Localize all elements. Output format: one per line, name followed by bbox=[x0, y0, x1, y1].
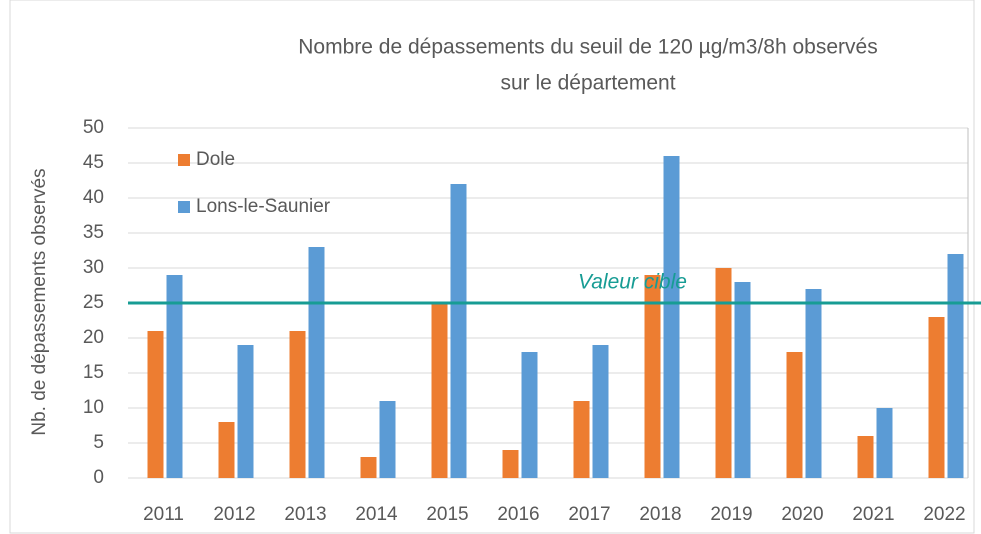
bar bbox=[592, 345, 609, 478]
bar bbox=[360, 457, 377, 478]
bar bbox=[147, 331, 164, 478]
bar bbox=[734, 282, 751, 478]
legend-swatch bbox=[178, 154, 190, 166]
x-tick-label: 2020 bbox=[781, 504, 823, 525]
chart-title: Nombre de dépassements du seuil de 120 µ… bbox=[298, 36, 877, 59]
legend-label: Lons-le-Saunier bbox=[196, 196, 331, 217]
x-tick-label: 2013 bbox=[284, 504, 326, 525]
bar bbox=[308, 247, 325, 478]
chart-title: sur le département bbox=[500, 72, 675, 95]
bar bbox=[947, 254, 964, 478]
bar bbox=[166, 275, 183, 478]
y-tick-label: 5 bbox=[93, 432, 104, 453]
bar bbox=[876, 408, 893, 478]
bar bbox=[786, 352, 803, 478]
bar bbox=[715, 268, 732, 478]
y-tick-label: 20 bbox=[83, 327, 104, 348]
bar bbox=[431, 303, 448, 478]
reference-label: Valeur cible bbox=[578, 271, 687, 294]
y-tick-label: 0 bbox=[93, 467, 104, 488]
x-tick-label: 2021 bbox=[852, 504, 894, 525]
bar bbox=[663, 156, 680, 478]
bar bbox=[521, 352, 538, 478]
y-tick-label: 25 bbox=[83, 292, 104, 313]
bar bbox=[928, 317, 945, 478]
bar bbox=[218, 422, 235, 478]
y-axis-title: Nb. de dépassements observés bbox=[29, 168, 50, 435]
bar bbox=[379, 401, 396, 478]
bar bbox=[857, 436, 874, 478]
y-tick-label: 10 bbox=[83, 397, 104, 418]
y-tick-label: 35 bbox=[83, 222, 104, 243]
x-tick-label: 2017 bbox=[568, 504, 610, 525]
bar bbox=[289, 331, 306, 478]
y-tick-label: 40 bbox=[83, 187, 104, 208]
x-tick-label: 2014 bbox=[355, 504, 398, 525]
bar bbox=[237, 345, 254, 478]
y-tick-label: 30 bbox=[83, 257, 104, 278]
x-tick-label: 2011 bbox=[143, 504, 184, 525]
x-tick-label: 2015 bbox=[426, 504, 468, 525]
y-tick-label: 15 bbox=[83, 362, 104, 383]
x-tick-label: 2018 bbox=[639, 504, 681, 525]
legend-swatch bbox=[178, 201, 190, 213]
bar bbox=[502, 450, 519, 478]
x-tick-label: 2016 bbox=[497, 504, 539, 525]
legend-label: Dole bbox=[196, 149, 235, 170]
y-tick-label: 50 bbox=[83, 117, 104, 138]
bar bbox=[573, 401, 590, 478]
y-tick-label: 45 bbox=[83, 152, 104, 173]
bar bbox=[644, 275, 661, 478]
x-tick-label: 2012 bbox=[213, 504, 255, 525]
bar bbox=[450, 184, 467, 478]
x-tick-label: 2022 bbox=[923, 504, 965, 525]
x-tick-label: 2019 bbox=[710, 504, 752, 525]
bar bbox=[805, 289, 822, 478]
